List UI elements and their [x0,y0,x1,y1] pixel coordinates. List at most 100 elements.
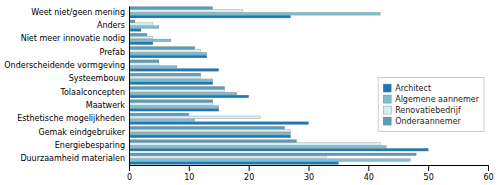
bar-series [129,15,428,164]
legend-label: Onderaannemer [395,117,461,126]
bar [129,63,159,66]
tick-label: 10 [184,173,194,182]
bar [129,36,153,39]
tick-mark [189,165,190,171]
legend-swatch [383,84,391,92]
bars [129,7,428,165]
bar [129,49,201,52]
bar [129,42,153,45]
chart-container: 0102030405060Duurzaamheid materialenEner… [0,0,500,185]
bar [129,23,153,26]
bar [129,69,219,72]
y-tick: Niet meer innovatie nodig [21,34,125,43]
bar-series [129,10,380,159]
bar [129,73,201,76]
y-tick: Anders [97,21,125,30]
y-tick: Systeembouw [69,74,126,83]
legend-item: Architect [383,84,431,93]
x-tick: 50 [424,165,434,182]
bar [129,52,207,55]
bar [129,66,177,69]
bar [129,106,219,109]
bar [129,140,297,143]
tick-label: Gemak eindgebruiker [38,128,125,137]
tick-label: 60 [483,173,493,182]
bar [129,29,141,32]
y-tick: Gemak eindgebruiker [38,128,125,137]
tick-mark [249,165,250,171]
tick-label: 0 [127,173,132,182]
bar [129,132,291,135]
legend-swatch [383,95,391,103]
bar [129,129,291,132]
tick-label: 40 [364,173,374,182]
tick-label: Energiebesparing [55,141,125,150]
tick-label: 50 [424,173,434,182]
y-tick: Esthetische mogelijkheden [17,114,125,123]
y-tick: Energiebesparing [55,141,125,150]
bar [129,39,171,42]
bar [129,26,159,29]
tick-label: Niet meer innovatie nodig [21,34,125,43]
x-axis: 0102030405060 [127,165,494,182]
chart-svg: 0102030405060Duurzaamheid materialenEner… [0,0,500,185]
bar [129,76,201,79]
bar [129,143,380,146]
bar [129,86,225,89]
tick-label: Systeembouw [69,74,126,83]
bar [129,135,291,138]
x-tick: 30 [304,165,314,182]
bar [129,113,189,116]
legend-frame [378,78,484,132]
legend-label: Renovatiebedrijf [395,106,461,115]
tick-mark [309,165,310,171]
tick-label: Prefab [99,48,125,57]
bar [129,15,291,18]
bar [129,122,309,125]
tick-mark [368,165,369,171]
bar [129,108,219,111]
bar [129,47,195,50]
tick-label: 30 [304,173,314,182]
legend-item: Onderaannemer [383,117,461,126]
legend-label: Architect [395,84,431,93]
x-tick: 0 [127,165,132,182]
bar [129,116,261,119]
bar [129,82,213,85]
tick-label: Anders [97,21,125,30]
bar [129,79,213,82]
axis-line [129,7,130,166]
tick-mark [488,165,489,171]
bar [129,95,249,98]
y-tick: Prefab [99,48,125,57]
plot-area: 0102030405060Duurzaamheid materialenEner… [4,7,493,182]
bar-series [129,7,416,156]
legend-item: Renovatiebedrijf [383,106,461,115]
tick-label: Weet niet/geen mening [31,8,125,17]
legend-label: Algemene aannemer [395,95,480,104]
bar [129,55,207,58]
tick-label: Onderscheidende vormgeving [4,61,125,70]
legend-item: Algemene aannemer [383,95,480,104]
bar [129,100,213,103]
bar [129,60,159,63]
axis-line [130,166,489,172]
bar [129,10,243,13]
bar [129,92,237,95]
tick-mark [129,165,130,171]
bar [129,162,338,165]
bar-series [129,12,410,161]
bar [129,12,380,15]
x-tick: 10 [184,165,194,182]
legend-swatch [383,117,391,125]
bar [129,89,225,92]
legend: Architect Algemene aannemer Renovatiebedri… [378,78,484,132]
bar [129,145,386,148]
tick-label: Maatwerk [86,101,126,110]
bar [129,119,195,122]
bar [129,148,428,151]
bar [129,103,213,106]
bar [129,126,285,129]
bar [129,153,416,156]
legend-swatch [383,106,391,114]
